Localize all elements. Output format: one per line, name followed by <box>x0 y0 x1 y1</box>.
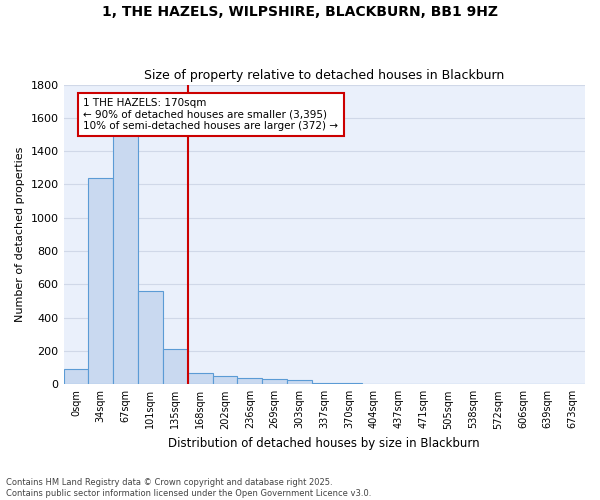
Bar <box>312 382 337 384</box>
Bar <box>212 376 238 384</box>
Y-axis label: Number of detached properties: Number of detached properties <box>15 146 25 322</box>
Title: Size of property relative to detached houses in Blackburn: Size of property relative to detached ho… <box>144 69 505 82</box>
Text: Contains HM Land Registry data © Crown copyright and database right 2025.
Contai: Contains HM Land Registry data © Crown c… <box>6 478 371 498</box>
Bar <box>138 291 163 384</box>
Bar <box>88 178 113 384</box>
Bar <box>163 350 188 384</box>
Bar <box>188 372 212 384</box>
Bar <box>287 380 312 384</box>
Bar <box>113 132 138 384</box>
Text: 1 THE HAZELS: 170sqm
← 90% of detached houses are smaller (3,395)
10% of semi-de: 1 THE HAZELS: 170sqm ← 90% of detached h… <box>83 98 338 131</box>
X-axis label: Distribution of detached houses by size in Blackburn: Distribution of detached houses by size … <box>169 437 480 450</box>
Bar <box>64 370 88 384</box>
Bar <box>262 380 287 384</box>
Bar <box>238 378 262 384</box>
Text: 1, THE HAZELS, WILPSHIRE, BLACKBURN, BB1 9HZ: 1, THE HAZELS, WILPSHIRE, BLACKBURN, BB1… <box>102 5 498 19</box>
